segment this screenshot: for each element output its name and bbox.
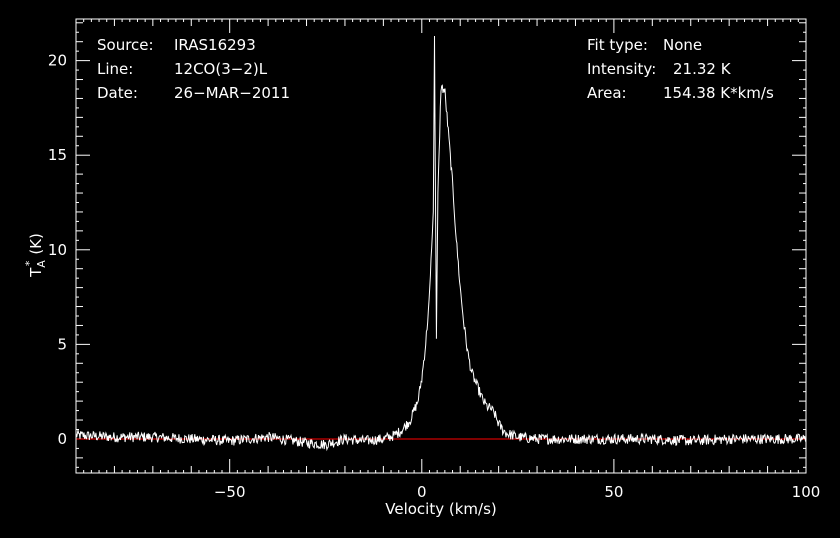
line-key: Line: bbox=[97, 60, 133, 78]
x-axis-label: Velocity (km/s) bbox=[385, 500, 496, 518]
date-key: Date: bbox=[97, 84, 138, 102]
info-left: Source: IRAS16293 Line: 12CO(3−2)L Date:… bbox=[97, 36, 290, 102]
intensity-key: Intensity: bbox=[587, 60, 656, 78]
y-axis-label: TA* (K) bbox=[23, 233, 48, 278]
spectrum-series-line bbox=[75, 35, 807, 452]
date-value: 26−MAR−2011 bbox=[174, 84, 290, 102]
area-value: 154.38 K*km/s bbox=[663, 84, 774, 102]
tick-labels: −50 0 50 100 0 5 10 15 20 bbox=[48, 52, 820, 501]
y-axis-label-sub: A bbox=[35, 260, 48, 268]
source-value: IRAS16293 bbox=[174, 36, 256, 54]
y-axis-label-sup: * bbox=[23, 260, 36, 266]
y-tick-label: 10 bbox=[48, 241, 67, 259]
info-right: Fit type: None Intensity: 21.32 K Area: … bbox=[587, 36, 774, 102]
intensity-value: 21.32 K bbox=[673, 60, 732, 78]
line-value: 12CO(3−2)L bbox=[174, 60, 268, 78]
y-tick-label: 20 bbox=[48, 52, 67, 70]
x-tick-label: 50 bbox=[604, 483, 623, 501]
y-axis-label-main: T bbox=[27, 267, 45, 278]
y-tick-label: 15 bbox=[48, 146, 67, 164]
x-tick-label: 100 bbox=[792, 483, 821, 501]
x-tick-label: −50 bbox=[214, 483, 246, 501]
area-key: Area: bbox=[587, 84, 627, 102]
fit-type-key: Fit type: bbox=[587, 36, 648, 54]
y-axis-label-unit: (K) bbox=[27, 233, 45, 255]
source-key: Source: bbox=[97, 36, 154, 54]
svg-text:TA*(K): TA* (K) bbox=[23, 233, 48, 278]
x-tick-label: 0 bbox=[417, 483, 427, 501]
y-tick-label: 0 bbox=[57, 430, 67, 448]
y-tick-label: 5 bbox=[57, 335, 67, 353]
fit-type-value: None bbox=[663, 36, 702, 54]
plot-frame bbox=[75, 18, 807, 474]
